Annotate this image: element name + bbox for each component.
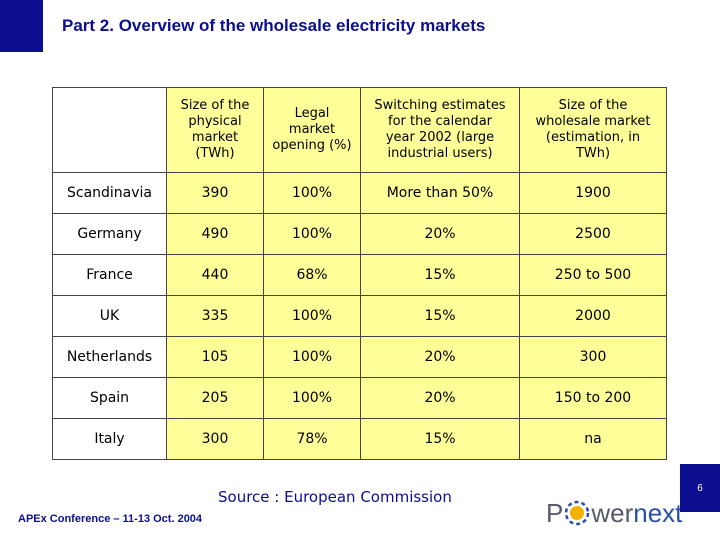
opening-cell: 100% — [263, 295, 361, 337]
country-cell: France — [52, 254, 167, 296]
table-header-row: Size of the physical market (TWh) Legal … — [52, 87, 667, 173]
header-legal-market-opening: Legal market opening (%) — [263, 87, 361, 173]
table-row: Italy 300 78% 15% na — [52, 418, 667, 460]
sun-icon — [565, 500, 590, 526]
wholesale-size-cell: 300 — [519, 336, 667, 378]
country-cell: UK — [52, 295, 167, 337]
opening-cell: 100% — [263, 172, 361, 214]
wholesale-size-cell: 2500 — [519, 213, 667, 255]
header-physical-market-size: Size of the physical market (TWh) — [166, 87, 264, 173]
switching-cell: 20% — [360, 213, 520, 255]
wholesale-size-cell: 250 to 500 — [519, 254, 667, 296]
table-row: Spain 205 100% 20% 150 to 200 — [52, 377, 667, 419]
wholesale-size-cell: 1900 — [519, 172, 667, 214]
header-blank-cell — [52, 87, 167, 173]
opening-cell: 100% — [263, 213, 361, 255]
table-row: Netherlands 105 100% 20% 300 — [52, 336, 667, 378]
wholesale-size-cell: na — [519, 418, 667, 460]
physical-size-cell: 300 — [166, 418, 264, 460]
table-row: UK 335 100% 15% 2000 — [52, 295, 667, 337]
footer-conference-label: APEx Conference – 11-13 Oct. 2004 — [18, 513, 203, 525]
header-switching-estimates: Switching estimates for the calendar yea… — [360, 87, 520, 173]
physical-size-cell: 105 — [166, 336, 264, 378]
country-cell: Spain — [52, 377, 167, 419]
country-cell: Netherlands — [52, 336, 167, 378]
physical-size-cell: 390 — [166, 172, 264, 214]
wholesale-size-cell: 2000 — [519, 295, 667, 337]
corner-square-decoration — [0, 0, 43, 52]
wholesale-size-cell: 150 to 200 — [519, 377, 667, 419]
physical-size-cell: 205 — [166, 377, 264, 419]
table-row: France 440 68% 15% 250 to 500 — [52, 254, 667, 296]
physical-size-cell: 490 — [166, 213, 264, 255]
markets-table: Size of the physical market (TWh) Legal … — [52, 87, 667, 460]
switching-cell: 15% — [360, 295, 520, 337]
physical-size-cell: 440 — [166, 254, 264, 296]
country-cell: Italy — [52, 418, 167, 460]
page-number: 6 — [680, 464, 720, 512]
opening-cell: 78% — [263, 418, 361, 460]
switching-cell: 15% — [360, 254, 520, 296]
table-row: Scandinavia 390 100% More than 50% 1900 — [52, 172, 667, 214]
switching-cell: 20% — [360, 336, 520, 378]
opening-cell: 68% — [263, 254, 361, 296]
powernext-logo: P wer next — [546, 496, 682, 530]
country-cell: Scandinavia — [52, 172, 167, 214]
logo-text-end: next — [633, 498, 683, 528]
opening-cell: 100% — [263, 336, 361, 378]
switching-cell: 20% — [360, 377, 520, 419]
source-note: Source : European Commission — [218, 488, 452, 506]
page-title: Part 2. Overview of the wholesale electr… — [62, 16, 486, 35]
header-wholesale-market-size: Size of the wholesale market (estimation… — [519, 87, 667, 173]
table-row: Germany 490 100% 20% 2500 — [52, 213, 667, 255]
switching-cell: More than 50% — [360, 172, 520, 214]
logo-text-start: P — [546, 498, 564, 528]
logo-text-middle: wer — [591, 498, 634, 528]
physical-size-cell: 335 — [166, 295, 264, 337]
country-cell: Germany — [52, 213, 167, 255]
opening-cell: 100% — [263, 377, 361, 419]
switching-cell: 15% — [360, 418, 520, 460]
